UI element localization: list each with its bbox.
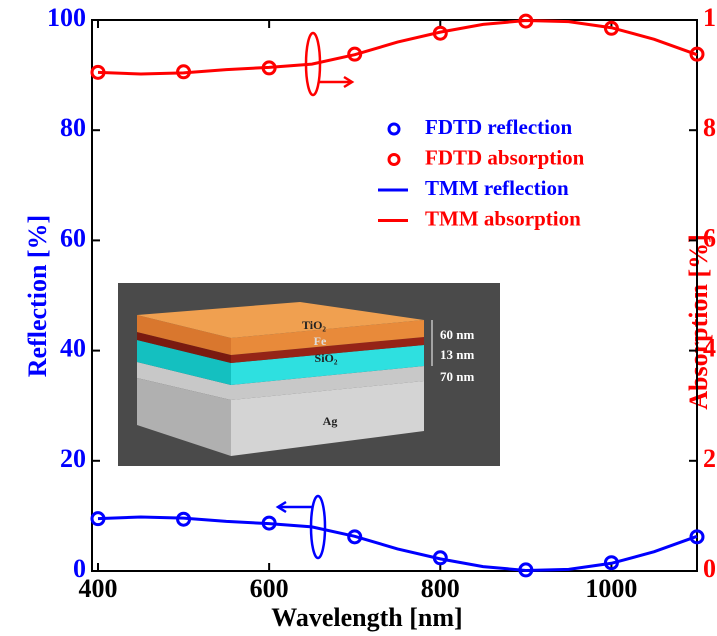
layer-label: Fe xyxy=(314,334,327,348)
legend-label: TMM reflection xyxy=(425,176,569,200)
y-tick-label: 60 xyxy=(60,223,86,252)
inset: TiO₂ Fe SiO₂ Ag 60 nm 13 nm 70 nm xyxy=(118,283,500,466)
x-tick-label: 800 xyxy=(421,574,460,603)
thickness-label: 60 nm xyxy=(440,327,474,342)
y2-tick-label: 80 xyxy=(703,113,717,142)
y2-tick-label: 0 xyxy=(703,554,716,583)
legend-symbol xyxy=(389,124,399,134)
layer-label: TiO₂ xyxy=(302,318,326,332)
y-tick-label: 40 xyxy=(60,334,86,363)
chart: TiO₂ Fe SiO₂ Ag 60 nm 13 nm 70 nm Wavele… xyxy=(0,0,717,636)
layer-label: Ag xyxy=(323,414,338,428)
legend-label: TMM absorption xyxy=(425,206,581,230)
x-axis-label: Wavelength [nm] xyxy=(271,603,462,632)
y-tick-label: 20 xyxy=(60,444,86,473)
y2-tick-label: 60 xyxy=(703,223,717,252)
legend-label: FDTD absorption xyxy=(425,145,585,169)
y2-axis-label: Absorption [%] xyxy=(684,234,713,410)
layer-label: SiO₂ xyxy=(315,351,338,365)
x-tick-label: 600 xyxy=(250,574,289,603)
y-tick-label: 80 xyxy=(60,113,86,142)
y-tick-label: 0 xyxy=(73,554,86,583)
y2-tick-label: 20 xyxy=(703,444,717,473)
y2-tick-label: 100 xyxy=(703,3,717,32)
legend-symbol xyxy=(389,155,399,165)
y2-tick-label: 40 xyxy=(703,334,717,363)
y-axis-label: Reflection [%] xyxy=(23,215,52,377)
x-tick-label: 1000 xyxy=(585,574,637,603)
legend-label: FDTD reflection xyxy=(425,115,572,139)
thickness-label: 13 nm xyxy=(440,347,474,362)
thickness-label: 70 nm xyxy=(440,369,474,384)
y-tick-label: 100 xyxy=(47,3,86,32)
